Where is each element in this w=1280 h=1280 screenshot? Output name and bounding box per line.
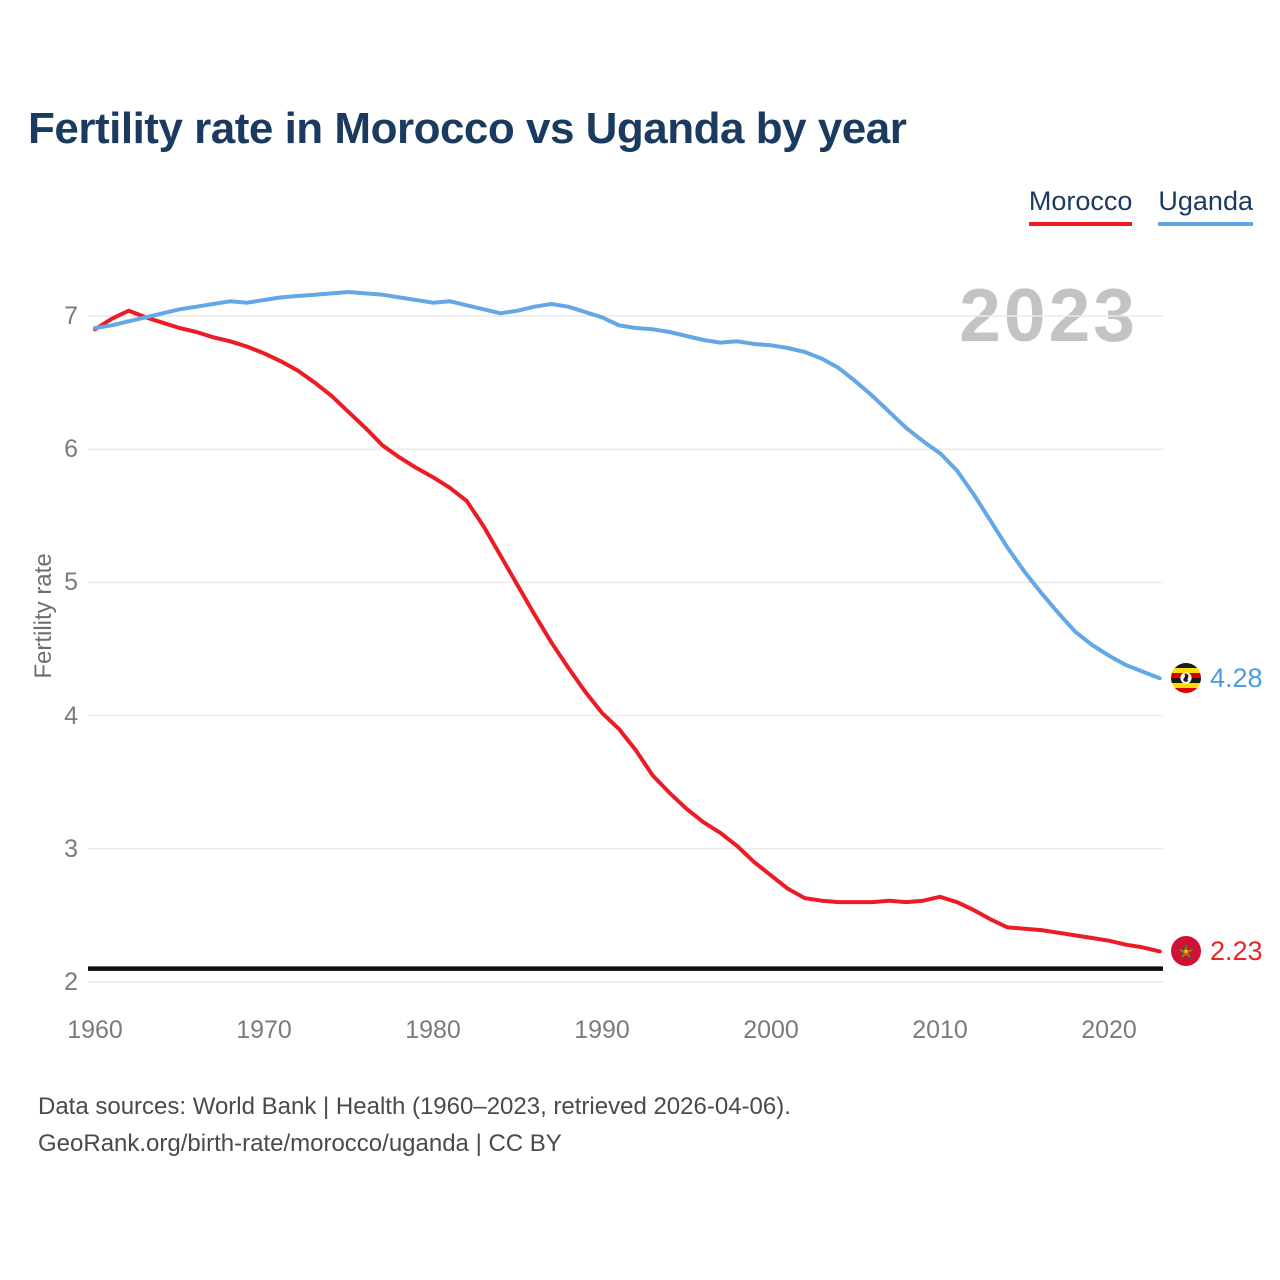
- x-tick-label: 1990: [574, 1016, 630, 1044]
- y-tick-label: 6: [64, 435, 78, 464]
- page-title: Fertility rate in Morocco vs Uganda by y…: [28, 104, 907, 153]
- x-tick-label: 1970: [236, 1016, 292, 1044]
- legend-item-morocco[interactable]: Morocco: [1028, 186, 1133, 226]
- y-tick-label: 2: [64, 968, 78, 996]
- x-tick-label: 1980: [405, 1016, 461, 1044]
- data-source-note: Data sources: World Bank | Health (1960–…: [38, 1088, 791, 1162]
- end-label-uganda: 4.28: [1171, 662, 1263, 694]
- y-tick-label: 5: [64, 568, 78, 597]
- legend-item-uganda[interactable]: Uganda: [1158, 186, 1253, 226]
- end-label-morocco: 2.23: [1171, 935, 1263, 967]
- end-value-uganda: 4.28: [1210, 662, 1263, 693]
- x-tick-label: 1960: [67, 1016, 123, 1044]
- data-source-line2: GeoRank.org/birth-rate/morocco/uganda | …: [38, 1130, 562, 1157]
- legend: Morocco Uganda: [1028, 186, 1253, 226]
- x-tick-label: 2010: [912, 1016, 968, 1044]
- line-morocco: [93, 308, 1162, 954]
- year-watermark: 2023: [959, 273, 1138, 357]
- x-tick-label: 2000: [743, 1016, 799, 1044]
- data-source-line1: Data sources: World Bank | Health (1960–…: [38, 1093, 791, 1120]
- y-tick-label: 3: [64, 834, 78, 863]
- y-tick-label: 4: [64, 701, 78, 730]
- line-uganda: [93, 290, 1162, 681]
- morocco-flag-icon: [1171, 936, 1201, 967]
- y-tick-label: 7: [64, 302, 78, 330]
- x-tick-label: 2020: [1081, 1016, 1137, 1044]
- end-value-morocco: 2.23: [1210, 935, 1263, 966]
- uganda-flag-icon: [1171, 663, 1201, 694]
